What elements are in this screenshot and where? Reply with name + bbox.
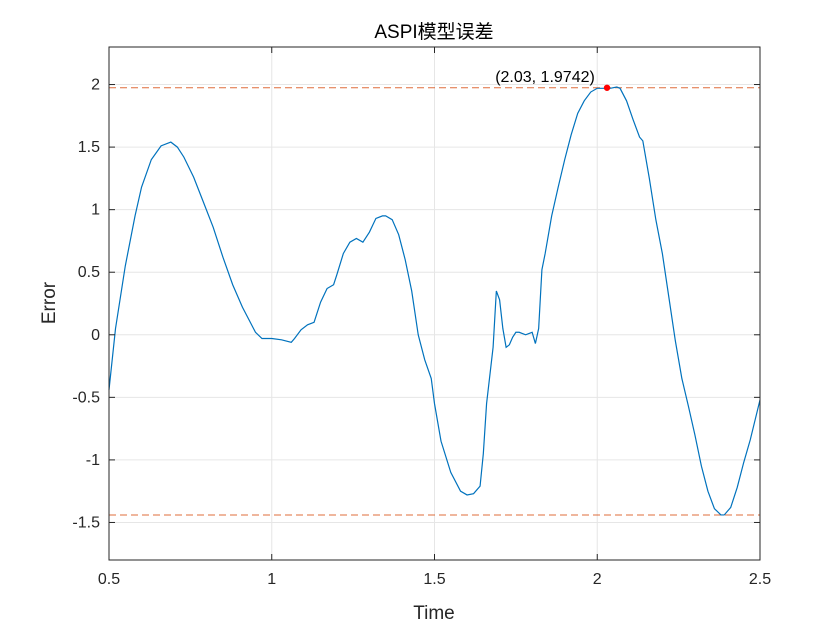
grid-lines [109,47,760,560]
x-tick-label: 0.5 [98,571,120,588]
y-tick-label: -1.5 [72,514,100,531]
y-axis-title: Error [39,281,60,324]
peak-marker-point [603,84,611,91]
y-tick-label: 1 [91,202,100,219]
x-tick-label: 2.5 [749,571,771,588]
axis-ticks: 0.5 1 1.5 2 2.5 -1.5 -1 -0.5 0 0.5 1 1.5 2 [72,47,771,588]
y-tick-label: 1.5 [78,139,100,156]
x-tick-label: 1 [267,571,276,588]
y-tick-label: 0 [91,327,100,344]
x-tick-label: 2 [593,571,602,588]
y-tick-label: -1 [86,452,100,469]
y-tick-label: 2 [91,77,100,94]
peak-annotation-label: (2.03, 1.9742) [495,69,595,86]
reference-lines [109,87,760,516]
chart-title: ASPI模型误差 [374,21,493,43]
x-axis-title: Time [413,603,455,624]
x-tick-label: 1.5 [423,571,445,588]
y-tick-label: -0.5 [72,389,100,406]
y-tick-label: 0.5 [78,264,100,281]
error-series-line [108,86,761,516]
